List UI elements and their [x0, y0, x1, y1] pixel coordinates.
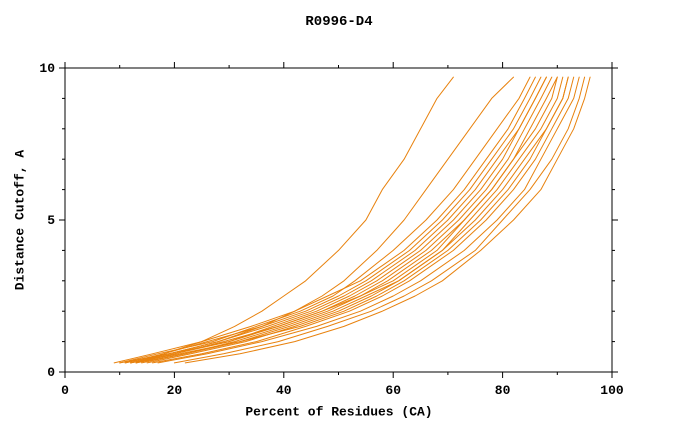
model-curve-model-10	[141, 76, 558, 364]
y-axis-label: Distance Cutoff, A	[12, 149, 28, 291]
model-curve-model-02	[130, 76, 514, 364]
y-tick-label: 10	[39, 61, 55, 76]
model-curve-model-04	[113, 76, 536, 364]
x-tick-label: 20	[167, 383, 183, 398]
x-axis-label: Percent of Residues (CA)	[245, 404, 433, 420]
model-curve-model-08	[130, 76, 553, 364]
model-curve-model-16	[173, 76, 586, 364]
model-curve-model-01	[135, 76, 454, 364]
y-tick-label: 5	[47, 213, 55, 228]
x-tick-label: 40	[276, 383, 292, 398]
model-curve-model-06	[119, 76, 547, 364]
x-tick-label: 0	[61, 383, 69, 398]
model-curve-model-14	[152, 76, 575, 364]
model-curve-model-12	[146, 76, 569, 364]
x-tick-label: 100	[600, 383, 624, 398]
x-tick-label: 80	[495, 383, 511, 398]
model-curve-model-17	[184, 76, 591, 364]
plot-frame	[64, 67, 613, 373]
model-curve-model-13	[135, 76, 569, 364]
model-curve-model-05	[124, 76, 542, 364]
model-curve-model-03	[119, 76, 531, 364]
model-curve-model-07	[135, 76, 547, 364]
x-tick-label: 60	[385, 383, 401, 398]
model-curve-model-09	[124, 76, 558, 364]
y-tick-label: 0	[47, 365, 55, 380]
chart-title: R0996-D4	[305, 14, 373, 30]
model-curve-model-15	[157, 76, 580, 364]
